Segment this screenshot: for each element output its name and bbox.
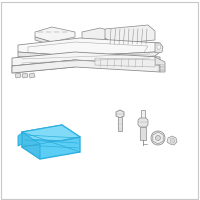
Polygon shape [105,38,112,48]
Polygon shape [138,118,148,127]
FancyBboxPatch shape [1,2,198,199]
Polygon shape [170,138,175,143]
Polygon shape [15,73,21,78]
Polygon shape [35,37,52,45]
Polygon shape [18,133,22,146]
Polygon shape [167,136,177,145]
Polygon shape [105,25,155,44]
Polygon shape [35,27,75,42]
Circle shape [156,136,160,140]
Polygon shape [82,28,115,43]
Polygon shape [12,60,160,73]
Polygon shape [22,73,28,78]
Polygon shape [22,132,40,159]
Polygon shape [22,125,80,159]
Polygon shape [18,52,160,61]
Circle shape [151,131,165,145]
FancyBboxPatch shape [140,127,146,140]
Polygon shape [95,58,155,67]
FancyBboxPatch shape [141,110,145,118]
Polygon shape [18,38,160,56]
Polygon shape [18,52,75,61]
Polygon shape [12,52,160,66]
Polygon shape [155,57,165,72]
Polygon shape [116,110,124,118]
Polygon shape [12,60,75,73]
Polygon shape [22,125,80,141]
Polygon shape [155,43,163,53]
FancyBboxPatch shape [118,117,122,131]
Polygon shape [29,73,35,78]
Polygon shape [157,45,161,50]
